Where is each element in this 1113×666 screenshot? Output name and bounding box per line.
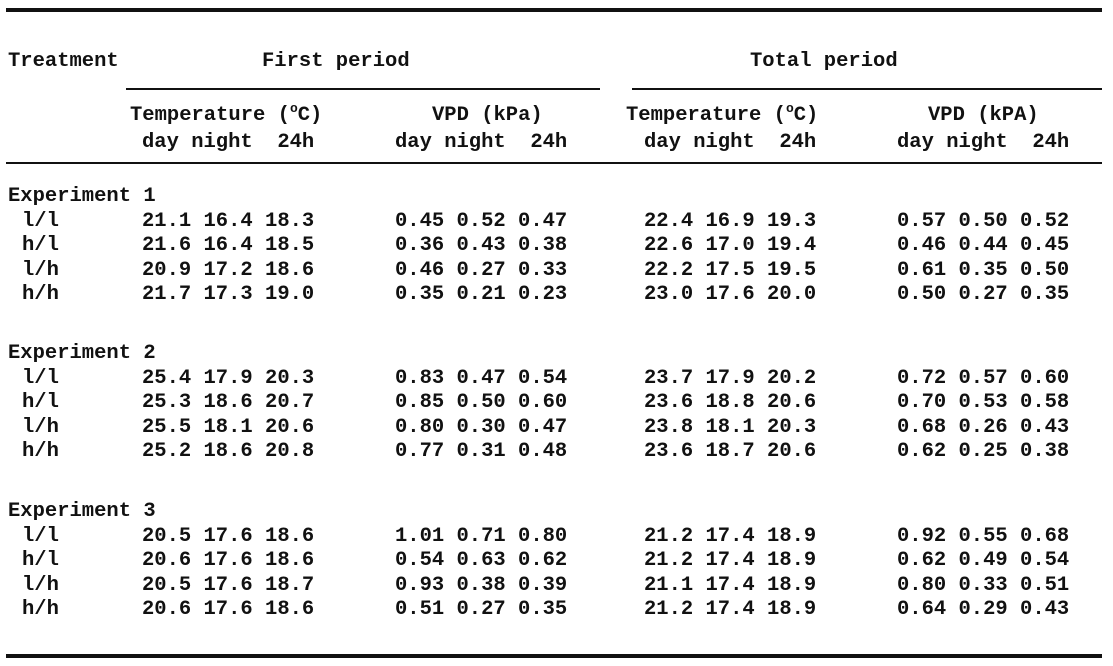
- row-treatment: h/l: [22, 234, 59, 257]
- table-cell: 0.51 0.27 0.35: [395, 598, 568, 621]
- row-treatment: l/h: [22, 258, 59, 282]
- table-cell: 22.4 16.9 19.3: [644, 209, 817, 233]
- table-cell: 0.83 0.47 0.54: [395, 366, 568, 390]
- table-cell: 0.62 0.49 0.54: [897, 549, 1070, 572]
- table-cell: 22.6 17.0 19.4: [644, 234, 817, 257]
- table-cell: 0.64 0.29 0.43: [897, 598, 1070, 621]
- table-cell: 20.6 17.6 18.6: [142, 549, 315, 572]
- header-first-period: First period: [262, 50, 410, 73]
- table-cell: 0.80 0.30 0.47: [395, 415, 568, 439]
- header-vpd-first: VPD (kPa): [432, 104, 543, 127]
- experiment-label: Experiment 3: [8, 500, 156, 523]
- header-treatment: Treatment: [8, 50, 119, 73]
- table-cell: 21.6 16.4 18.5: [142, 234, 315, 257]
- first-period-rule: [126, 88, 600, 90]
- table-cell: 23.7 17.9 20.2: [644, 366, 817, 390]
- table-cell: 0.62 0.25 0.38: [897, 440, 1070, 463]
- row-treatment: l/h: [22, 415, 59, 439]
- row-treatment: h/h: [22, 283, 59, 306]
- row-treatment: h/h: [22, 440, 59, 463]
- table-cell: 0.36 0.43 0.38: [395, 234, 568, 257]
- table-cell: 0.72 0.57 0.60: [897, 366, 1070, 390]
- table-cell: 0.46 0.44 0.45: [897, 234, 1070, 257]
- table-cell: 21.2 17.4 18.9: [644, 598, 817, 621]
- table-cell: 0.46 0.27 0.33: [395, 258, 568, 282]
- bottom-rule: [6, 654, 1102, 658]
- row-treatment: h/l: [22, 391, 59, 414]
- header-temperature-first: Temperature (oC): [130, 101, 323, 127]
- table-cell: 21.1 16.4 18.3: [142, 209, 315, 233]
- table-cell: 21.2 17.4 18.9: [644, 524, 817, 548]
- table-cell: 0.70 0.53 0.58: [897, 391, 1070, 414]
- row-treatment: l/h: [22, 573, 59, 597]
- table-cell: 20.5 17.6 18.6: [142, 524, 315, 548]
- table-cell: 21.1 17.4 18.9: [644, 573, 817, 597]
- table-cell: 0.93 0.38 0.39: [395, 573, 568, 597]
- table-cell: 22.2 17.5 19.5: [644, 258, 817, 282]
- experiment-label: Experiment 2: [8, 342, 156, 365]
- subcols-vpd-total: day night 24h: [897, 131, 1070, 154]
- table-cell: 0.68 0.26 0.43: [897, 415, 1070, 439]
- table-cell: 20.9 17.2 18.6: [142, 258, 315, 282]
- total-period-rule: [632, 88, 1102, 90]
- table-cell: 25.3 18.6 20.7: [142, 391, 315, 414]
- table-cell: 21.2 17.4 18.9: [644, 549, 817, 572]
- row-treatment: h/l: [22, 549, 59, 572]
- table-cell: 23.8 18.1 20.3: [644, 415, 817, 439]
- experiment-label: Experiment 1: [8, 185, 156, 208]
- subcols-temp-first: day night 24h: [142, 131, 315, 154]
- table-cell: 23.6 18.8 20.6: [644, 391, 817, 414]
- table-cell: 0.54 0.63 0.62: [395, 549, 568, 572]
- header-temperature-total: Temperature (oC): [626, 101, 819, 127]
- table-cell: 0.50 0.27 0.35: [897, 283, 1070, 306]
- table-cell: 0.92 0.55 0.68: [897, 524, 1070, 548]
- subcols-temp-total: day night 24h: [644, 131, 817, 154]
- row-treatment: l/l: [22, 209, 59, 233]
- table-cell: 0.77 0.31 0.48: [395, 440, 568, 463]
- header-vpd-total: VPD (kPA): [928, 104, 1039, 127]
- table-cell: 23.0 17.6 20.0: [644, 283, 817, 306]
- table-cell: 0.80 0.33 0.51: [897, 573, 1070, 597]
- table-cell: 21.7 17.3 19.0: [142, 283, 315, 306]
- table-cell: 20.6 17.6 18.6: [142, 598, 315, 621]
- row-treatment: h/h: [22, 598, 59, 621]
- row-treatment: l/l: [22, 524, 59, 548]
- table-cell: 0.45 0.52 0.47: [395, 209, 568, 233]
- table-cell: 25.2 18.6 20.8: [142, 440, 315, 463]
- table-cell: 25.5 18.1 20.6: [142, 415, 315, 439]
- table-cell: 0.35 0.21 0.23: [395, 283, 568, 306]
- table-cell: 1.01 0.71 0.80: [395, 524, 568, 548]
- table-cell: 25.4 17.9 20.3: [142, 366, 315, 390]
- subcols-vpd-first: day night 24h: [395, 131, 568, 154]
- table-cell: 0.61 0.35 0.50: [897, 258, 1070, 282]
- row-treatment: l/l: [22, 366, 59, 390]
- header-bottom-rule: [6, 162, 1102, 164]
- table-cell: 0.85 0.50 0.60: [395, 391, 568, 414]
- header-total-period: Total period: [750, 50, 898, 73]
- table-cell: 0.57 0.50 0.52: [897, 209, 1070, 233]
- top-rule: [6, 8, 1102, 12]
- table-cell: 20.5 17.6 18.7: [142, 573, 315, 597]
- table-cell: 23.6 18.7 20.6: [644, 440, 817, 463]
